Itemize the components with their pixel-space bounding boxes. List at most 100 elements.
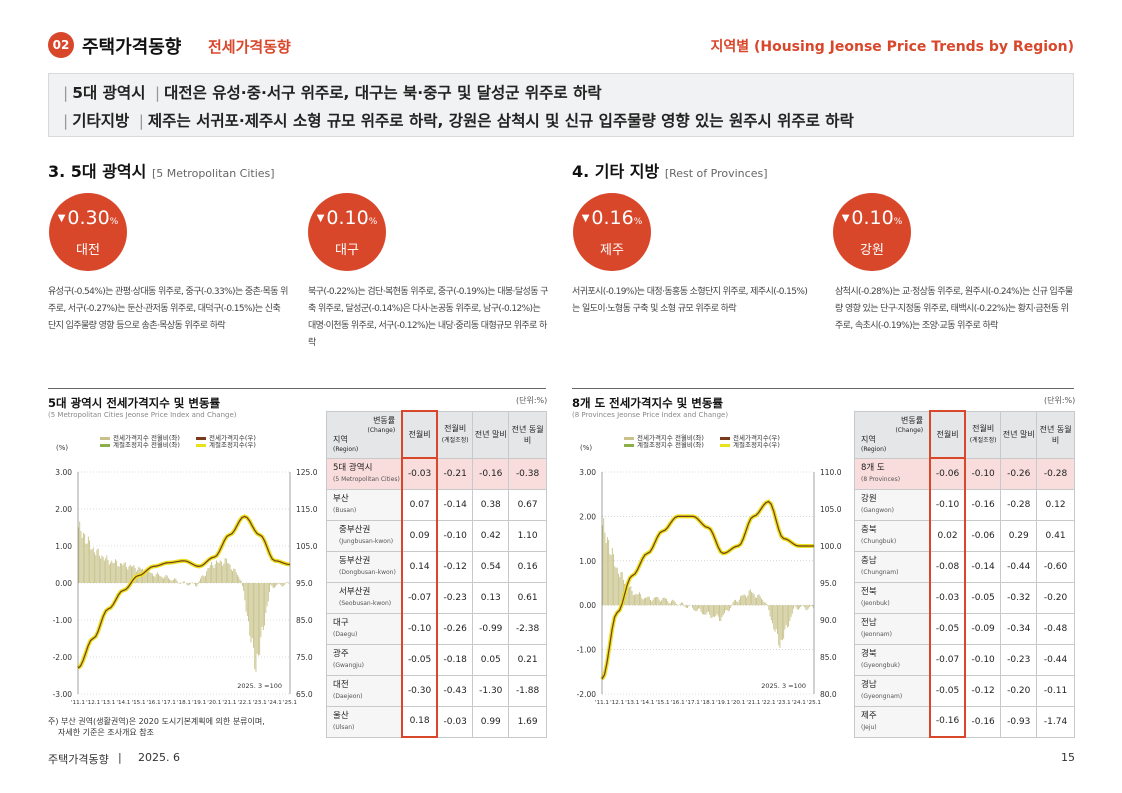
change-bar	[812, 605, 814, 608]
change-bar	[627, 588, 629, 606]
chart-subtitle-metro: (5 Metropolitan Cities Jeonse Price Inde…	[48, 411, 237, 419]
desc-daegu: 북구(-0.22%)는 검단·복현동 위주로, 중구(-0.19%)는 대봉·달…	[308, 287, 548, 348]
section-badge: 02	[48, 32, 74, 58]
change-bar	[731, 604, 733, 606]
base-note: 2025. 3 =100	[237, 682, 282, 690]
change-bar	[182, 581, 184, 583]
change-bar	[195, 583, 197, 587]
change-bar	[276, 583, 278, 586]
table-cell: -0.11	[1036, 674, 1075, 707]
table-cell: -0.20	[1000, 674, 1038, 707]
table-cell: 0.29	[1000, 519, 1038, 552]
table-row: 경북 (Gyeongbuk) -0.07 -0.10 -0.23 -0.44	[854, 643, 1075, 676]
change-bar	[655, 597, 656, 606]
x-tick: '17.1	[686, 700, 700, 706]
index-line	[77, 515, 291, 669]
legend-swatch	[196, 437, 206, 440]
change-bar	[79, 521, 81, 583]
change-bar	[264, 583, 266, 626]
table-cell: 0.21	[508, 643, 547, 676]
y-tick-left: 0.00	[579, 601, 596, 610]
change-bar	[176, 580, 178, 583]
y-tick-right: 110.0	[820, 468, 842, 477]
table-cell: -0.16	[964, 488, 1002, 521]
change-bar	[800, 605, 802, 607]
y-tick-right: 125.0	[296, 468, 318, 477]
table-row: 8개 도 (8 Provinces) -0.06 -0.10 -0.26 -0.28	[854, 457, 1075, 490]
index-line	[601, 500, 814, 680]
change-bar	[116, 560, 118, 583]
change-bar	[619, 577, 621, 606]
change-bar	[82, 532, 84, 583]
change-bar	[810, 605, 812, 607]
highlight-jeju: ▼ 0.16% 제주	[573, 193, 651, 271]
change-bar	[709, 605, 711, 615]
change-bar	[749, 589, 751, 606]
desc-jeju: 서귀포시(-0.19%)는 대정·동홍동 소형단지 위주로, 제주시(-0.15…	[572, 287, 808, 314]
change-bar	[98, 555, 100, 583]
row-region: 대구 (Daegu)	[326, 612, 403, 645]
change-bar	[791, 605, 793, 614]
change-bar	[260, 583, 262, 638]
change-bar	[784, 605, 786, 630]
change-bar	[148, 570, 150, 583]
change-bar	[730, 605, 732, 608]
x-tick: '14.1	[640, 700, 654, 706]
change-bar	[717, 605, 719, 617]
table-row: 울산 (Ulsan) 0.18 -0.03 0.99 1.69	[326, 705, 547, 738]
y-tick-left: 2.00	[579, 512, 596, 521]
change-bar	[209, 565, 211, 583]
change-bar	[96, 549, 98, 583]
change-bar	[614, 566, 616, 606]
table-cell: -0.10	[964, 457, 1002, 490]
table-cell: 0.05	[472, 643, 510, 676]
chart-title-provinces: 8개 도 전세가격지수 및 변동률	[572, 396, 723, 410]
change-bar	[253, 583, 254, 648]
x-tick: '15.1	[132, 700, 146, 706]
change-bar	[606, 537, 608, 606]
change-bar	[641, 598, 643, 606]
change-bar	[668, 603, 670, 606]
change-bar	[121, 563, 123, 583]
change-bar	[188, 583, 190, 586]
legend-swatch	[720, 437, 730, 440]
col-ytd: 전년 말비	[1000, 410, 1038, 459]
change-bar	[747, 595, 749, 606]
desc-daejeon: 유성구(-0.54%)는 관평·상대동 위주로, 중구(-0.33%)는 중촌·…	[48, 287, 288, 331]
x-tick: '22.1	[762, 700, 776, 706]
change-bar	[128, 566, 130, 583]
change-bar	[207, 568, 209, 583]
change-bar	[656, 596, 658, 606]
change-bar	[645, 597, 647, 606]
y-tick-left: 1.00	[55, 542, 72, 551]
table-row: 동부산권 (Dongbusan-kwon) 0.14 -0.12 0.54 0.16	[326, 550, 547, 583]
provinces-table: 변동률 (Change) 지역 (Region) 전월비 전월비 (계절조정) 전년 …	[854, 410, 1075, 738]
x-tick: '16.1	[671, 700, 685, 706]
legend-label: 전세가격지수 전월비(좌)	[637, 433, 704, 442]
x-tick: '22.1	[238, 700, 252, 706]
change-bar	[206, 571, 208, 583]
table-cell: 0.54	[472, 550, 510, 583]
change-bar	[237, 574, 238, 583]
change-bar	[164, 576, 166, 583]
table-row: 전북 (Jeonbuk) -0.03 -0.05 -0.32 -0.20	[854, 581, 1075, 614]
legend-swatch	[100, 444, 110, 447]
change-bar	[759, 596, 761, 606]
change-bar	[703, 605, 704, 615]
change-bar	[100, 558, 102, 583]
change-bar	[673, 600, 675, 606]
change-bar	[765, 603, 767, 606]
table-cell: -0.26	[436, 612, 474, 645]
change-bar	[763, 602, 765, 606]
change-bar	[680, 602, 682, 606]
change-bar	[159, 575, 161, 583]
table-cell: -0.08	[929, 550, 966, 583]
col-mom: 전월비	[929, 410, 966, 459]
change-bar	[768, 605, 770, 611]
page-subtitle: 전세가격동향	[208, 38, 291, 56]
row-region: 경남 (Gyeongnam)	[854, 674, 931, 707]
change-bar	[229, 564, 231, 583]
change-bar	[145, 573, 147, 583]
change-bar	[793, 605, 794, 609]
table-row: 5대 광역시 (5 Metropolitan Cities) -0.03 -0.21-…	[326, 457, 547, 490]
